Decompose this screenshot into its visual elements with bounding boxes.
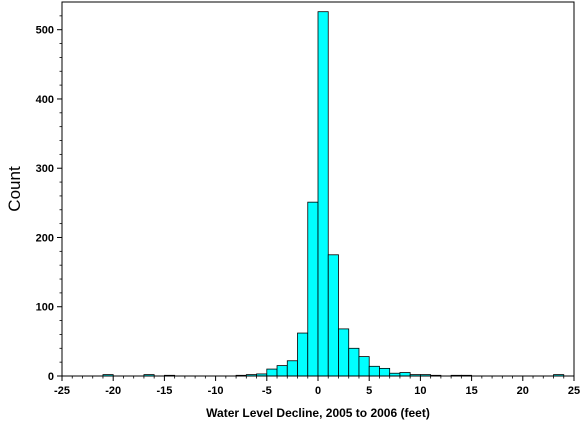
x-tick-label: 25 <box>568 385 580 397</box>
histogram-bar <box>266 368 278 377</box>
histogram-bar <box>297 332 309 377</box>
x-tick-label: -25 <box>54 385 70 397</box>
x-tick-label: 10 <box>414 385 426 397</box>
histogram-bar <box>348 347 360 377</box>
histogram-bar <box>338 328 350 377</box>
x-tick-label: -5 <box>262 385 272 397</box>
y-axis-title: Count <box>5 166 24 212</box>
x-tick-label: 15 <box>465 385 477 397</box>
histogram-bar <box>379 367 391 377</box>
histogram-bar <box>307 201 319 377</box>
histogram-bar <box>368 365 380 377</box>
x-tick-label: 20 <box>517 385 529 397</box>
x-tick-label: -15 <box>156 385 172 397</box>
y-tick-label: 500 <box>36 25 54 37</box>
x-tick-label: -10 <box>208 385 224 397</box>
y-tick-label: 200 <box>36 232 54 244</box>
histogram-bar <box>327 254 339 377</box>
y-axis: 0 100 200 300 400 500 <box>36 15 62 383</box>
histogram-bar <box>358 356 370 377</box>
y-tick-label: 400 <box>36 94 54 106</box>
x-axis-title: Water Level Decline, 2005 to 2006 (feet) <box>206 406 430 420</box>
y-tick-label: 0 <box>48 371 54 383</box>
y-tick-label: 300 <box>36 163 54 175</box>
histogram-bar <box>399 372 411 377</box>
y-tick-label: 100 <box>36 302 54 314</box>
x-tick-label: -20 <box>105 385 121 397</box>
x-axis: -25 -20 -15 -10 -5 0 5 10 15 20 25 <box>54 376 580 397</box>
x-tick-label: 5 <box>366 385 372 397</box>
histogram-bar <box>276 365 288 377</box>
histogram-bar <box>286 360 298 377</box>
histogram-bar <box>317 11 329 377</box>
x-tick-label: 0 <box>315 385 321 397</box>
